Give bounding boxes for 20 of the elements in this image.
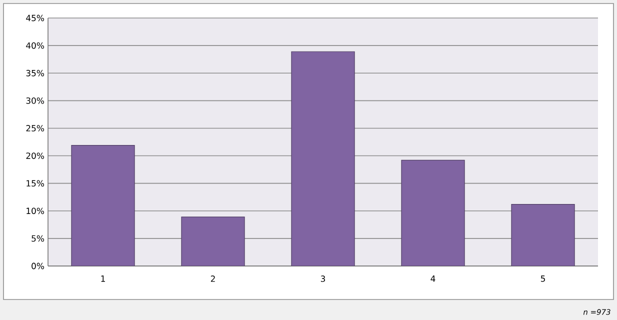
x-tick-label: 1: [101, 276, 105, 282]
y-tick-label: 10%: [26, 208, 44, 214]
y-tick-label: 15%: [26, 180, 44, 187]
bar: [511, 204, 575, 266]
x-tick-label: 2: [210, 276, 215, 282]
y-tick-label: 25%: [26, 125, 44, 132]
x-tick-label: 5: [540, 276, 545, 282]
y-tick-label: 30%: [26, 97, 44, 104]
y-tick-label: 35%: [26, 70, 44, 76]
x-tick-label: 4: [430, 276, 436, 282]
y-tick-label: 45%: [26, 14, 44, 22]
y-tick-label: 0%: [32, 262, 44, 270]
y-tick-label: 5%: [32, 235, 44, 242]
bar: [401, 160, 465, 266]
bar: [71, 145, 135, 266]
y-tick-label: 40%: [26, 42, 44, 49]
bar: [291, 51, 355, 266]
y-tick-label: 20%: [26, 152, 44, 159]
x-tick-label: 3: [320, 276, 326, 282]
bar: [181, 216, 245, 266]
